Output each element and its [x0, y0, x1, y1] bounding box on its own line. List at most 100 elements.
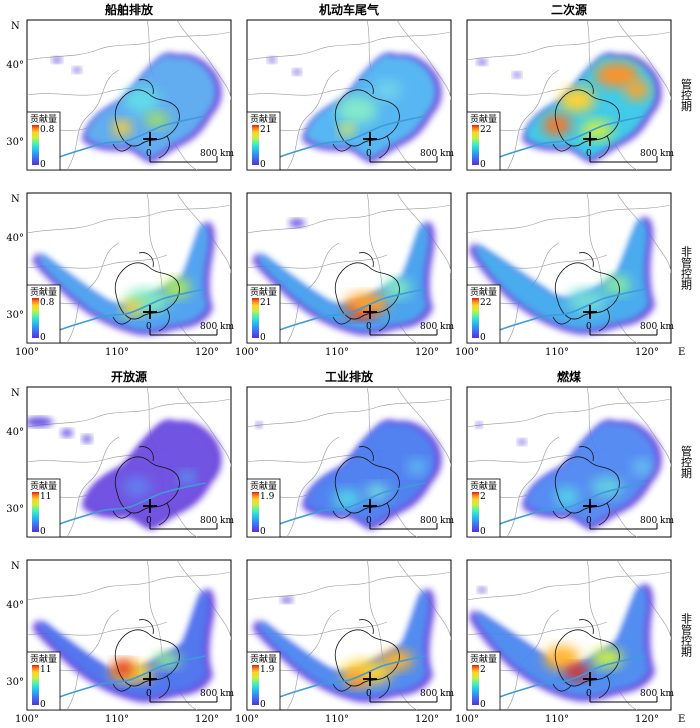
lon-label: 110°: [105, 714, 129, 724]
lon-label: 120°: [415, 714, 439, 724]
legend-max-value: 1.9: [260, 665, 275, 675]
scale-bar-start: 0: [366, 149, 372, 159]
legend-title: 贡献量: [30, 653, 57, 665]
scale-bar: 0 800 km: [146, 149, 234, 163]
legend-min-value: 0: [40, 700, 46, 710]
yangtze-river: [496, 288, 646, 332]
period-label-controlled: 管控期: [680, 444, 693, 479]
color-bar: [252, 125, 259, 165]
province-boundary: [467, 204, 671, 234]
north-label: N: [11, 194, 20, 205]
region-boundary: [112, 252, 170, 332]
contribution-field: [256, 420, 442, 530]
province-boundary: [286, 69, 340, 170]
lon-label: 120°: [635, 347, 659, 358]
receptor-site-marker: [143, 499, 157, 513]
legend-max-value: 2: [480, 492, 486, 502]
yangtze-river: [56, 288, 206, 332]
scale-bar: 0 800 km: [146, 689, 234, 703]
province-boundary: [286, 436, 340, 537]
color-bar: [32, 298, 39, 338]
period-label-uncontrolled: 非管控期: [680, 613, 693, 658]
province-boundary: [467, 571, 671, 601]
legend-max-value: 2: [480, 665, 486, 675]
scale-bar-end: 800 km: [420, 516, 454, 526]
legend-min-value: 0: [260, 160, 266, 170]
receptor-site-marker: [363, 499, 377, 513]
legend-max-value: 22: [480, 125, 491, 135]
scale-bar-start: 0: [366, 689, 372, 699]
legend-max-value: 0.8: [40, 125, 55, 135]
scale-bar-end: 800 km: [640, 149, 674, 159]
north-label: N: [11, 561, 20, 572]
legend-title: 贡献量: [250, 113, 277, 125]
receptor-site-marker: [363, 672, 377, 686]
scale-bar: 0 800 km: [586, 516, 674, 530]
region-boundary: [112, 79, 170, 159]
scale-bar-end: 800 km: [420, 322, 454, 332]
lon-label: 100°: [455, 347, 479, 358]
legend-max-value: 11: [40, 665, 51, 675]
province-boundary: [586, 193, 638, 343]
province-boundary: [27, 31, 231, 61]
contribution-field: [27, 417, 222, 530]
scale-bar: 0 800 km: [586, 322, 674, 336]
province-boundary: [586, 560, 638, 710]
province-boundary: [247, 204, 451, 234]
region-boundary: [332, 79, 390, 159]
legend-min-value: 0: [480, 333, 486, 343]
legend-max-value: 21: [260, 298, 271, 308]
legend-title: 贡献量: [30, 113, 57, 125]
legend-max-value: 22: [480, 298, 491, 308]
scale-bar-end: 800 km: [200, 516, 234, 526]
scale-bar-end: 800 km: [200, 322, 234, 332]
yangtze-river: [496, 115, 646, 159]
yangtze-river: [276, 115, 426, 159]
legend-title: 贡献量: [470, 480, 497, 492]
region-boundary: [552, 252, 610, 332]
province-boundary: [396, 387, 451, 468]
source-title: 开放源: [111, 369, 147, 384]
lat-label: 40°: [6, 233, 24, 244]
contribution-field: [477, 53, 662, 163]
color-bar: [32, 665, 39, 705]
color-bar: [32, 492, 39, 532]
legend-title: 贡献量: [30, 480, 57, 492]
color-bar: [472, 665, 479, 705]
province-boundary: [176, 387, 231, 468]
lon-label: 120°: [195, 714, 219, 724]
legend-min-value: 0: [480, 527, 486, 537]
province-boundary: [616, 20, 671, 101]
province-boundary: [66, 436, 120, 537]
yangtze-river: [56, 115, 206, 159]
province-boundary: [247, 398, 451, 428]
color-bar: [472, 492, 479, 532]
scale-bar: 0 800 km: [146, 322, 234, 336]
province-boundary: [247, 31, 451, 61]
lon-label: 100°: [455, 714, 479, 724]
lat-label: 40°: [6, 60, 24, 71]
legend-title: 贡献量: [470, 653, 497, 665]
receptor-site-marker: [583, 132, 597, 146]
scale-bar: 0 800 km: [366, 149, 454, 163]
scale-bar: 0 800 km: [146, 516, 234, 530]
lon-label: 100°: [235, 347, 259, 358]
lon-label: 110°: [105, 347, 129, 358]
east-label: E: [678, 347, 685, 358]
province-boundary: [27, 398, 231, 428]
scale-bar-start: 0: [586, 322, 592, 332]
legend-max-value: 11: [40, 492, 51, 502]
scale-bar-end: 800 km: [420, 149, 454, 159]
period-label-controlled: 管控期: [680, 77, 693, 112]
lon-label: 110°: [325, 347, 349, 358]
color-bar: [252, 492, 259, 532]
province-boundary: [366, 193, 418, 343]
